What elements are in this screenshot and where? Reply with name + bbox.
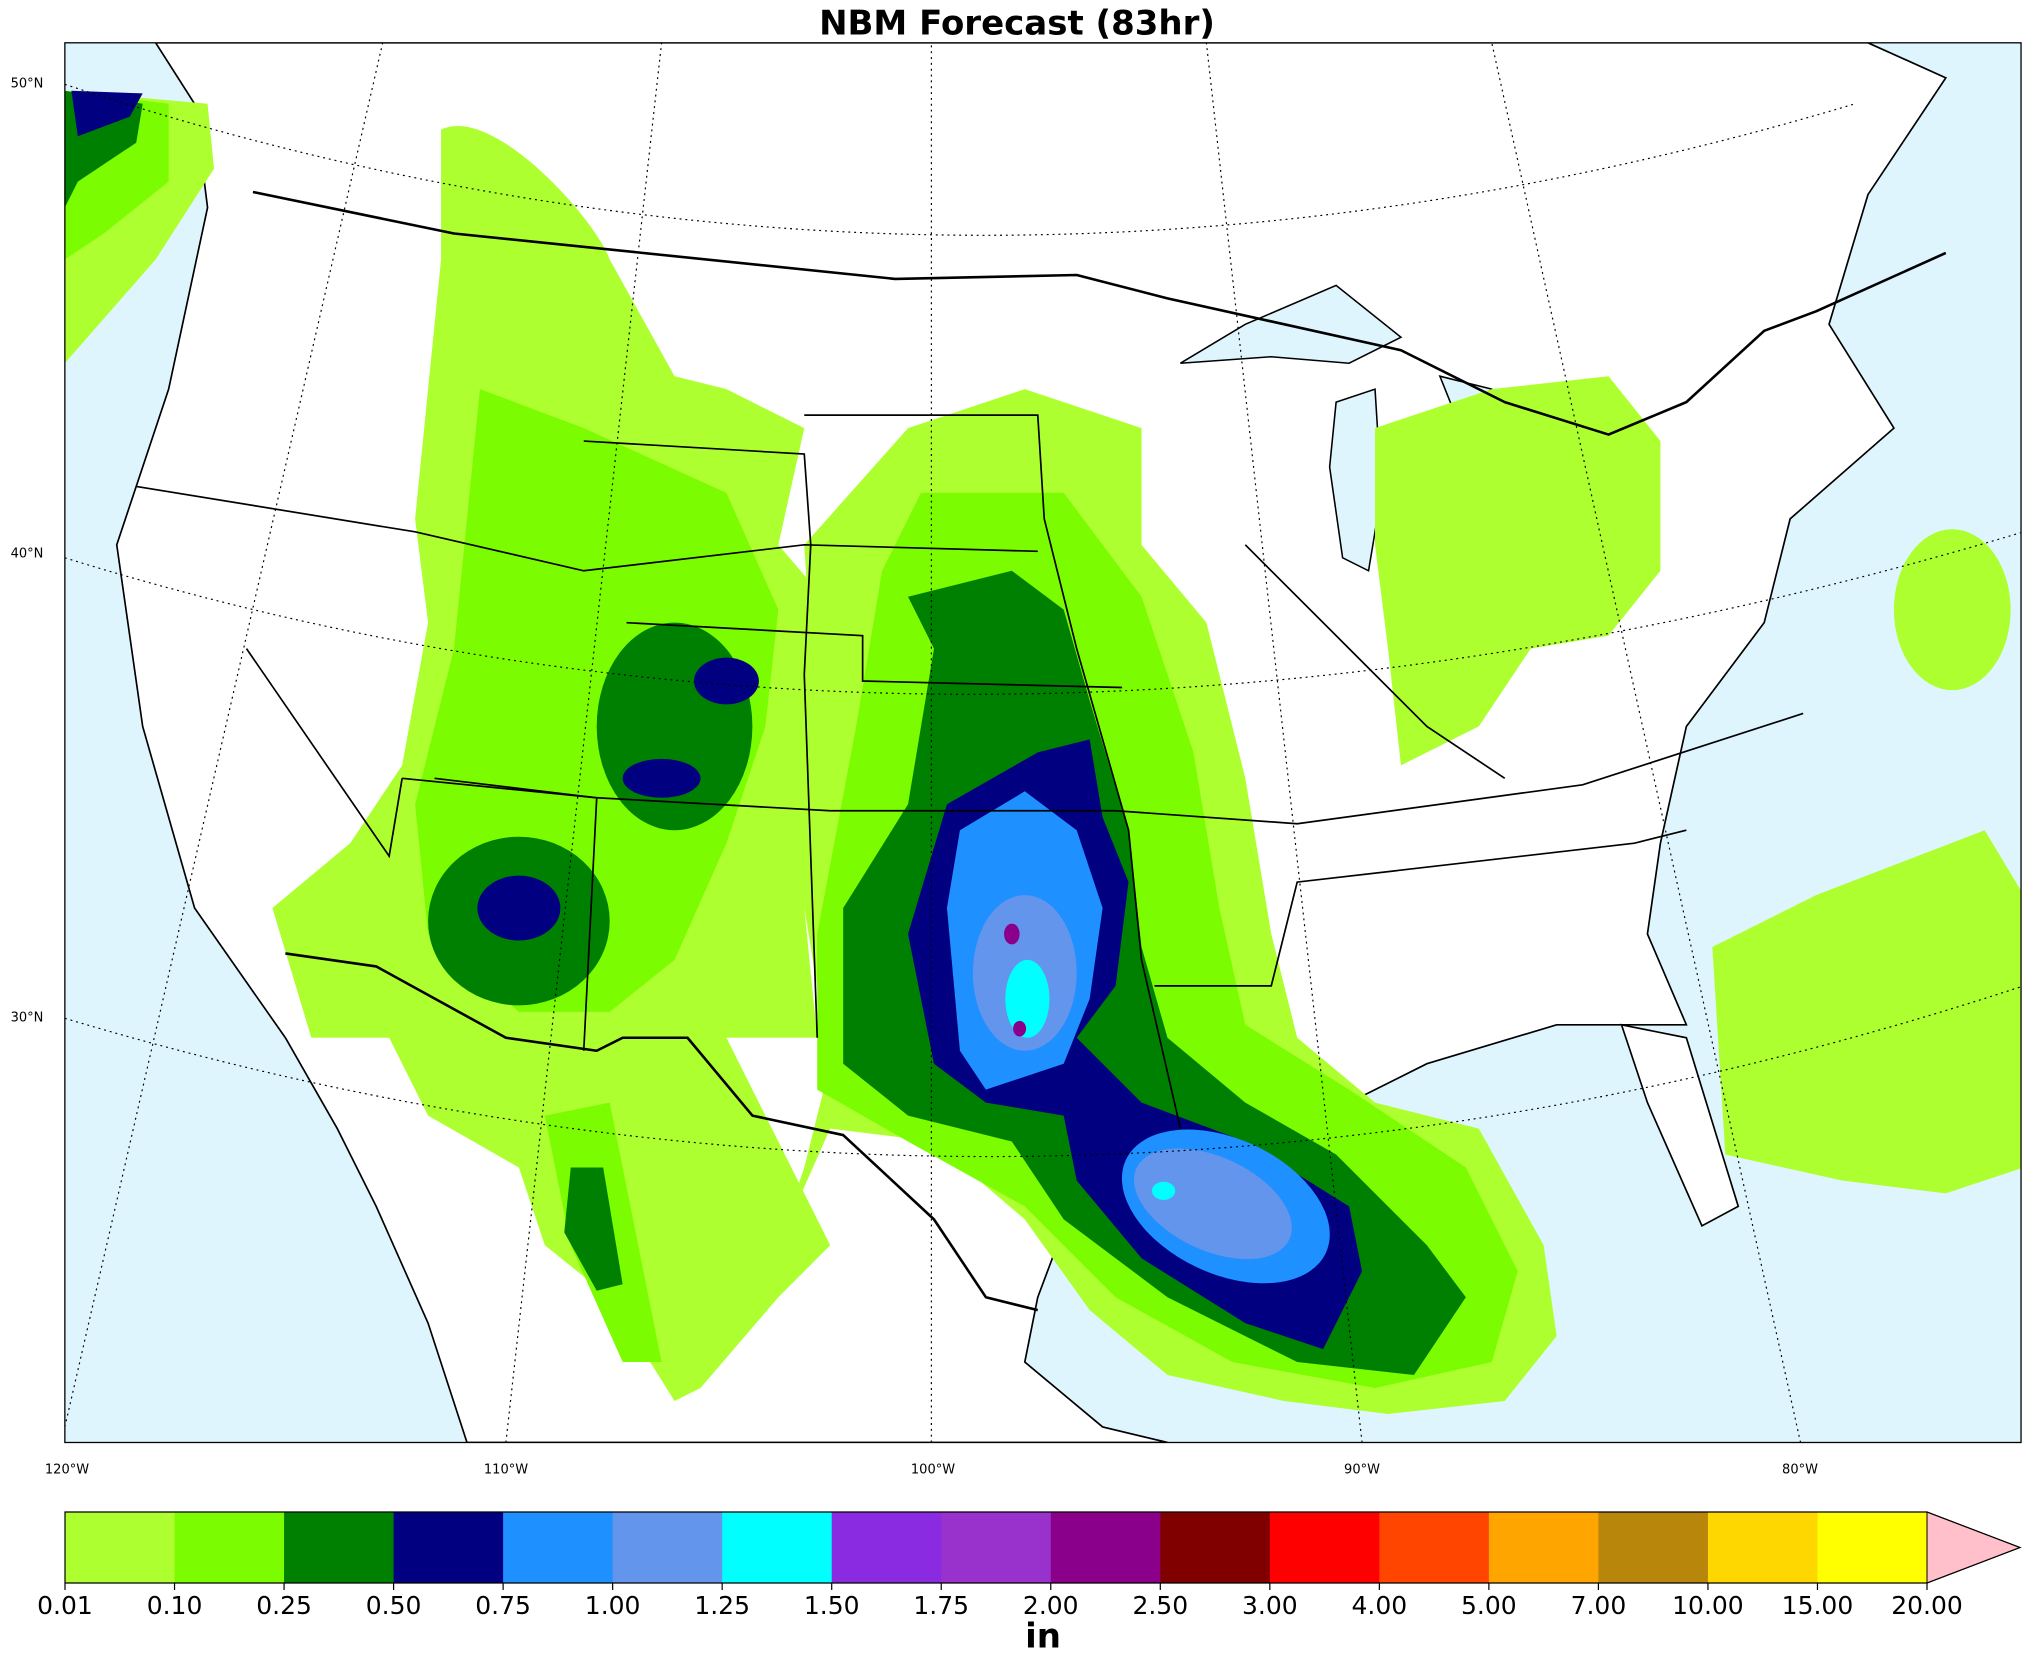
us-mexico-border: [285, 952, 1039, 1312]
colorbar-tick-label: 7.00: [1571, 1591, 1627, 1620]
colorbar-tick-label: 1.50: [804, 1591, 860, 1620]
colorbar-tick-label: 15.00: [1782, 1591, 1854, 1620]
colorbar-tick-label: 1.25: [694, 1591, 750, 1620]
graticule: [1205, 42, 1363, 1443]
precip-area: [1151, 1181, 1176, 1200]
precip-area: [564, 1167, 623, 1291]
graticule: [64, 532, 2022, 695]
colorbar-tick-label: 5.00: [1461, 1591, 1517, 1620]
colorbar-tick-label: 3.00: [1242, 1591, 1298, 1620]
precip-area: [477, 875, 561, 941]
precip-area: [694, 657, 759, 705]
colorbar-unit: in: [1025, 1617, 1061, 1657]
state-line: [626, 621, 1123, 689]
colorbar-swatch: [1379, 1512, 1490, 1583]
colorbar-tick-label: 4.00: [1352, 1591, 1408, 1620]
precip-area: [1133, 1148, 1292, 1260]
lake-superior: [1180, 284, 1403, 365]
colorbar-swatch: [65, 1512, 176, 1583]
map-frame: [64, 42, 2022, 1444]
lat-label: 30°N: [11, 1011, 44, 1026]
state-line: [136, 485, 1038, 572]
colorbar-tick-label: 2.00: [1023, 1591, 1079, 1620]
precip-area: [622, 758, 701, 798]
colorbar-tick-label: 0.25: [256, 1591, 312, 1620]
precip-area: [1005, 959, 1050, 1038]
precip-area: [1375, 376, 1661, 766]
colorbar-swatch: [503, 1512, 614, 1583]
lon-label: 90°W: [1344, 1463, 1380, 1478]
graticule: [505, 42, 663, 1443]
state-line: [583, 440, 819, 1038]
colorbar-extend: [1926, 1511, 2022, 1584]
colorbar-swatch: [1488, 1512, 1599, 1583]
colorbar-tick-label: 2.50: [1132, 1591, 1188, 1620]
colorbar-swatch: [393, 1512, 504, 1583]
graticule: [64, 83, 1856, 236]
lake-michigan: [1328, 388, 1383, 572]
colorbar-tick-label: 0.75: [475, 1591, 531, 1620]
precip-area: [843, 570, 1466, 1376]
colorbar-swatch: [1269, 1512, 1380, 1583]
state-line: [402, 777, 598, 1051]
colorbar-swatch: [284, 1512, 395, 1583]
colorbar-swatch: [1817, 1512, 1928, 1583]
us-canada-border: [252, 190, 1947, 436]
state-line: [804, 414, 1182, 1129]
lon-label: 100°W: [911, 1463, 955, 1478]
lat-label: 40°N: [11, 547, 44, 562]
colorbar-swatch: [722, 1512, 833, 1583]
colorbar-swatch: [831, 1512, 942, 1583]
colorbar-tick-label: 10.00: [1672, 1591, 1744, 1620]
map: [64, 42, 2022, 1444]
colorbar-outline: [64, 1511, 2022, 1584]
colorbar-tick-label: 1.75: [913, 1591, 969, 1620]
colorbar-swatch: [941, 1512, 1052, 1583]
colorbar-swatch: [1160, 1512, 1271, 1583]
graticule: [64, 986, 2022, 1158]
map-title: NBM Forecast (83hr): [819, 4, 1215, 44]
colorbar-swatch: [1050, 1512, 1161, 1583]
precip-area: [1893, 529, 2011, 691]
colorbar-swatch: [612, 1512, 723, 1583]
colorbar-tick-label: 0.01: [37, 1591, 93, 1620]
colorbar-tick-label: 1.00: [585, 1591, 641, 1620]
state-line: [1154, 829, 1687, 987]
lon-label: 120°W: [45, 1463, 89, 1478]
colorbar-tick-label: 0.50: [366, 1591, 422, 1620]
precip-area: [1712, 830, 2022, 1194]
florida: [1620, 1023, 1740, 1228]
precip-area: [1004, 923, 1020, 945]
colorbar-swatch: [1598, 1512, 1709, 1583]
state-line: [1244, 544, 1506, 780]
lon-label: 110°W: [484, 1463, 528, 1478]
colorbar-tick-label: 0.10: [147, 1591, 203, 1620]
colorbar-swatch: [174, 1512, 285, 1583]
precip-area: [71, 90, 143, 137]
precip-area: [1013, 1020, 1027, 1037]
lat-label: 50°N: [11, 77, 44, 92]
colorbar-swatch: [1707, 1512, 1818, 1583]
colorbar-tick-label: 20.00: [1891, 1591, 1963, 1620]
state-line: [245, 648, 403, 859]
lon-label: 80°W: [1782, 1463, 1818, 1478]
